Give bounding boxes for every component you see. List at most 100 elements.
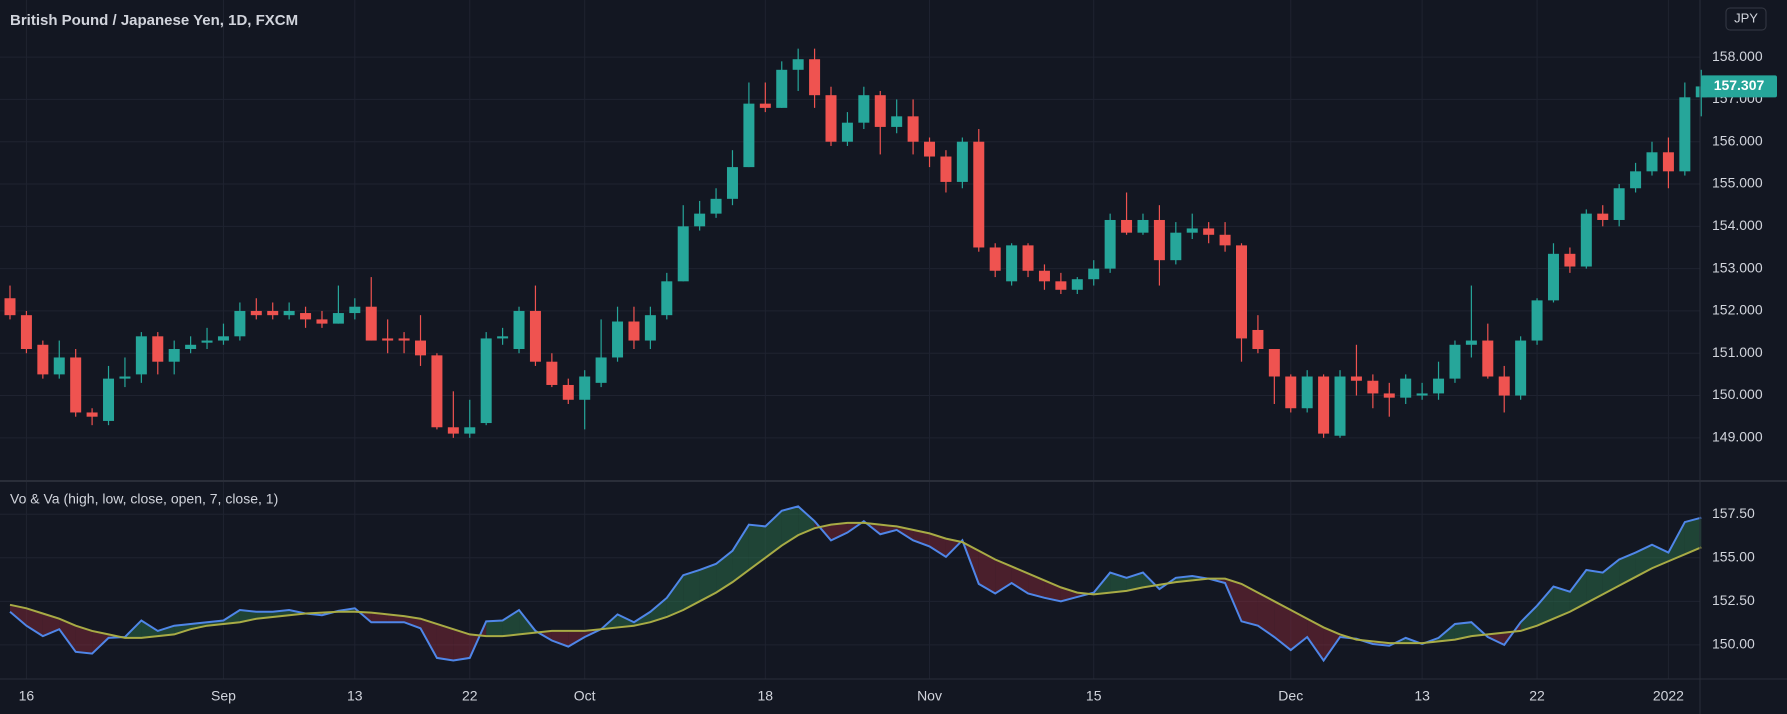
chart-title: British Pound / Japanese Yen, 1D, FXCM bbox=[10, 12, 298, 29]
candle-body bbox=[4, 298, 16, 316]
band-fill bbox=[420, 618, 437, 658]
band-fill bbox=[502, 610, 520, 637]
candle-body bbox=[562, 384, 574, 400]
candle-body bbox=[1137, 219, 1149, 233]
candle-body bbox=[529, 310, 541, 362]
candle-body bbox=[1433, 378, 1445, 394]
band-fill bbox=[1323, 627, 1341, 661]
band-fill bbox=[913, 529, 930, 547]
candle-body bbox=[70, 357, 82, 413]
candle-body bbox=[1400, 378, 1412, 398]
candle-body bbox=[267, 310, 279, 316]
candle-body bbox=[382, 338, 394, 341]
candle-body bbox=[185, 344, 197, 350]
candle-body bbox=[776, 69, 788, 108]
candle-body bbox=[497, 336, 509, 339]
x-tick-label: 18 bbox=[758, 688, 774, 704]
candle-body bbox=[152, 336, 164, 362]
candle-body bbox=[1350, 376, 1362, 381]
band-fill bbox=[781, 506, 799, 546]
candle-body bbox=[1416, 393, 1428, 396]
band-fill bbox=[978, 550, 996, 594]
candle-body bbox=[1564, 253, 1576, 267]
y-tick-label: 152.000 bbox=[1712, 302, 1763, 318]
y-tick-label: 151.000 bbox=[1712, 344, 1763, 360]
candle-body bbox=[1482, 340, 1494, 377]
candle-body bbox=[825, 95, 837, 142]
candle-body bbox=[579, 376, 591, 400]
candle-body bbox=[710, 198, 722, 214]
x-tick-label: Oct bbox=[574, 688, 596, 704]
candle-body bbox=[1268, 349, 1280, 377]
band-fill bbox=[404, 616, 421, 629]
band-fill bbox=[371, 612, 388, 623]
candle-body bbox=[365, 306, 377, 341]
candle-body bbox=[1186, 228, 1198, 233]
candle-body bbox=[1252, 329, 1264, 350]
band-fill bbox=[486, 620, 503, 637]
candle-body bbox=[1104, 219, 1116, 269]
candle-body bbox=[726, 167, 738, 199]
band-fill bbox=[1257, 592, 1275, 638]
y-tick-label: 154.000 bbox=[1712, 217, 1763, 233]
candle-body bbox=[1236, 245, 1247, 339]
band-fill bbox=[1537, 586, 1554, 626]
candle-body bbox=[1121, 219, 1133, 233]
candle-body bbox=[349, 306, 361, 314]
candle-body bbox=[644, 315, 656, 341]
band-fill bbox=[1520, 605, 1538, 631]
band-fill bbox=[666, 575, 684, 617]
candle-body bbox=[103, 378, 115, 421]
x-tick-label: Nov bbox=[917, 688, 942, 704]
candle-body bbox=[874, 95, 886, 127]
band-fill bbox=[141, 620, 158, 638]
candle-body bbox=[1383, 393, 1395, 398]
band-fill bbox=[1569, 569, 1587, 612]
candle-body bbox=[300, 313, 312, 320]
candle-body bbox=[1646, 152, 1658, 172]
y-tick-label: 155.000 bbox=[1712, 175, 1763, 191]
candle-body bbox=[431, 355, 443, 428]
candle-body bbox=[1038, 270, 1050, 282]
candle-body bbox=[940, 156, 952, 182]
band-fill bbox=[1044, 580, 1061, 602]
candle-body bbox=[513, 310, 525, 350]
x-tick-label: Dec bbox=[1278, 688, 1303, 704]
band-fill bbox=[650, 597, 667, 623]
y-tick-label: 150.000 bbox=[1712, 386, 1763, 402]
candle-body bbox=[1547, 253, 1559, 301]
candle-body bbox=[891, 116, 903, 127]
last-price-label: 157.307 bbox=[1714, 77, 1765, 93]
band-fill bbox=[1553, 586, 1570, 619]
last-price-badge bbox=[1701, 75, 1777, 98]
currency-badge[interactable] bbox=[1725, 7, 1767, 31]
band-fill bbox=[10, 604, 27, 626]
candle-body bbox=[1613, 188, 1625, 220]
candle-body bbox=[53, 357, 65, 375]
band-fill bbox=[1274, 601, 1291, 651]
candle-body bbox=[1088, 268, 1100, 280]
candle-body bbox=[1498, 376, 1510, 396]
x-tick-label: 22 bbox=[462, 688, 478, 704]
candle-body bbox=[956, 141, 968, 182]
band-fill bbox=[1241, 583, 1258, 626]
candle-body bbox=[661, 281, 673, 316]
candle-body bbox=[1170, 232, 1182, 261]
axes: 149.000 150.000 151.000 152.000 153.000 154.0… bbox=[19, 48, 1777, 704]
candle-body bbox=[792, 59, 804, 70]
candle-body bbox=[119, 376, 131, 379]
candle-body bbox=[612, 321, 624, 358]
candle-body bbox=[1334, 376, 1346, 436]
candle-body bbox=[1449, 344, 1461, 379]
band-fill bbox=[732, 524, 749, 583]
x-tick-label: 16 bbox=[19, 688, 35, 704]
band-fill bbox=[765, 510, 782, 558]
band-fill bbox=[453, 629, 470, 661]
x-tick-label: 13 bbox=[347, 688, 363, 704]
band-fill bbox=[929, 533, 946, 557]
candle-body bbox=[1285, 376, 1297, 409]
candle-body bbox=[217, 336, 229, 341]
candle-body bbox=[1006, 245, 1018, 282]
